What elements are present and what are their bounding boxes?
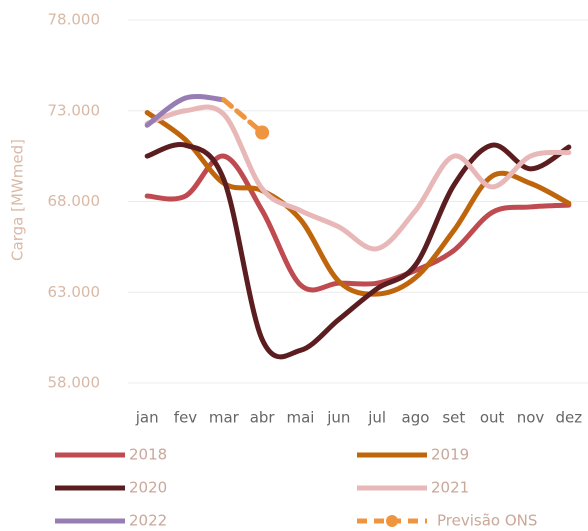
y-tick-label: 78.000 (48, 11, 101, 29)
x-tick-label: out (480, 409, 505, 427)
series-line (144, 104, 572, 252)
series-line (221, 97, 265, 136)
legend-label: 2021 (431, 479, 469, 497)
y-tick-label: 58.000 (48, 374, 101, 392)
series-line (144, 94, 227, 128)
x-tick-label: set (442, 409, 465, 427)
marker (255, 125, 270, 140)
x-tick-label: dez (556, 409, 583, 427)
x-tick-label: jun (326, 409, 350, 427)
x-tick-label: nov (517, 409, 545, 427)
legend-label: 2020 (129, 479, 167, 497)
legend-label: 2018 (129, 446, 167, 464)
x-tick-label: fev (174, 409, 198, 427)
legend-label: 2019 (431, 446, 469, 464)
y-axis-label: Carga [MWmed] (9, 139, 27, 261)
x-tick-label: mar (209, 409, 240, 427)
series-line (144, 142, 572, 360)
y-tick-label: 73.000 (48, 101, 101, 119)
x-tick-label: abr (250, 409, 276, 427)
x-tick-label: mai (287, 409, 315, 427)
x-tick-label: jan (135, 409, 159, 427)
series-line (144, 153, 572, 293)
legend-marker (386, 515, 398, 527)
x-tick-label: jul (367, 409, 386, 427)
y-tick-label: 68.000 (48, 192, 101, 210)
x-tick-label: ago (402, 409, 430, 427)
legend-label: 2022 (129, 512, 167, 530)
legend-label: Previsão ONS (437, 512, 537, 530)
y-tick-label: 63.000 (48, 283, 101, 301)
series-line (144, 110, 572, 297)
